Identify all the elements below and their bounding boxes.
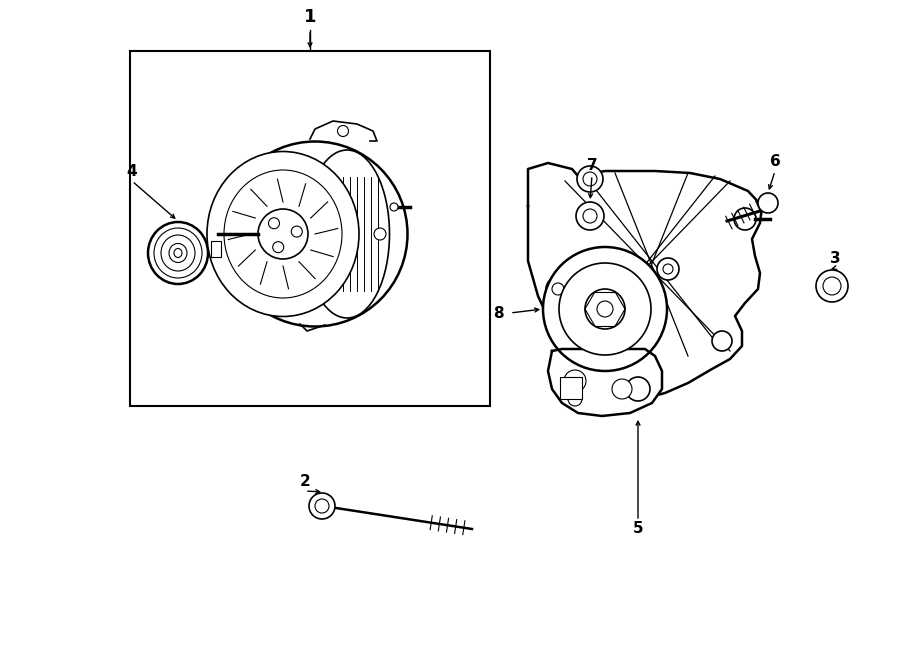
Circle shape — [552, 283, 564, 295]
Bar — [211, 241, 221, 257]
Circle shape — [712, 331, 732, 351]
Ellipse shape — [154, 228, 202, 278]
Circle shape — [823, 277, 841, 295]
Ellipse shape — [148, 222, 208, 284]
Ellipse shape — [174, 249, 182, 258]
Circle shape — [292, 226, 302, 237]
Circle shape — [390, 203, 398, 211]
Circle shape — [273, 242, 284, 253]
Ellipse shape — [224, 170, 342, 298]
Circle shape — [258, 209, 308, 259]
Ellipse shape — [169, 243, 187, 262]
Circle shape — [374, 228, 386, 240]
Circle shape — [543, 247, 667, 371]
Circle shape — [568, 392, 582, 406]
Text: 7: 7 — [587, 158, 598, 173]
Circle shape — [559, 263, 651, 355]
Polygon shape — [528, 163, 762, 399]
Circle shape — [612, 379, 632, 399]
Circle shape — [564, 370, 586, 392]
Circle shape — [577, 166, 603, 192]
Circle shape — [583, 172, 597, 186]
Text: 5: 5 — [633, 521, 643, 536]
Ellipse shape — [161, 235, 195, 271]
Circle shape — [585, 289, 625, 329]
Circle shape — [626, 377, 650, 401]
Text: 3: 3 — [830, 251, 841, 266]
Circle shape — [576, 202, 604, 230]
Bar — [130, 51, 490, 406]
Circle shape — [338, 126, 348, 137]
Text: 8: 8 — [492, 305, 503, 321]
Circle shape — [657, 258, 679, 280]
Circle shape — [315, 499, 329, 513]
Circle shape — [758, 193, 778, 213]
Bar — [560, 377, 582, 399]
Polygon shape — [548, 349, 662, 416]
Ellipse shape — [304, 150, 390, 318]
Text: 1: 1 — [304, 8, 316, 26]
Text: 4: 4 — [127, 164, 138, 179]
Text: 2: 2 — [300, 474, 310, 489]
Circle shape — [597, 301, 613, 317]
Circle shape — [309, 493, 335, 519]
Circle shape — [734, 208, 756, 230]
Ellipse shape — [207, 151, 359, 317]
Circle shape — [816, 270, 848, 302]
Circle shape — [663, 264, 673, 274]
Circle shape — [583, 209, 597, 223]
Ellipse shape — [222, 141, 408, 327]
Text: 6: 6 — [770, 154, 780, 169]
Circle shape — [268, 217, 280, 229]
Circle shape — [546, 277, 570, 301]
